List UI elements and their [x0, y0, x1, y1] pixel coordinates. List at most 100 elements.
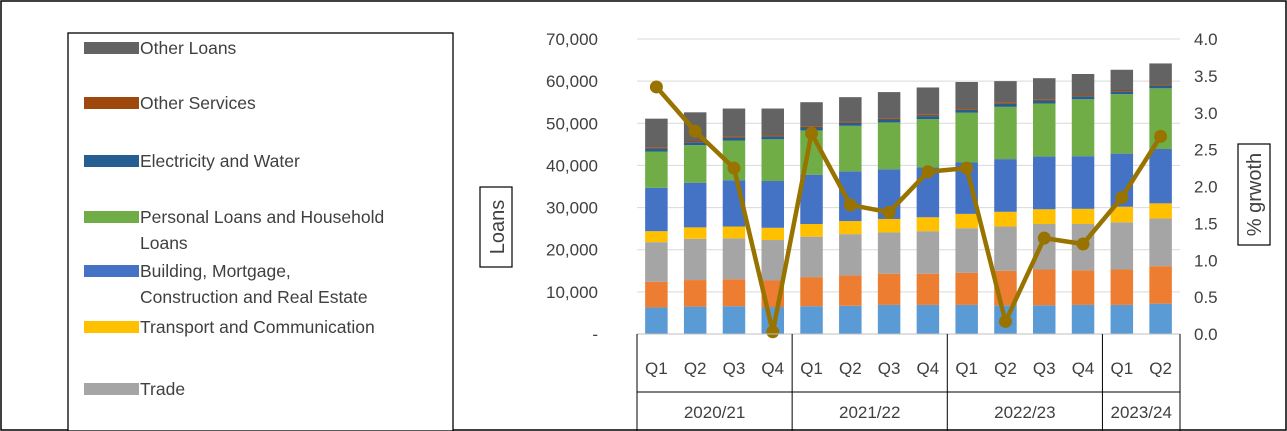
bar-11-series-5 [1071, 99, 1095, 157]
bar-1-series-5 [683, 145, 707, 183]
bar-9-series-8 [994, 81, 1017, 103]
bar-12-series-1 [1110, 269, 1134, 305]
bar-2-series-2 [722, 238, 746, 280]
bar-11-series-3 [1071, 208, 1095, 225]
bar-2-series-8 [722, 108, 746, 137]
bar-2-series-1 [722, 279, 746, 307]
y-axis-label: Loans [487, 200, 509, 255]
y2-axis-label: % grwoth [1244, 153, 1266, 236]
x-group-label-0: 2020/21 [684, 403, 745, 422]
bar-3-series-3 [761, 227, 784, 241]
bar-5-series-7 [839, 121, 862, 123]
growth-line-path [654, 85, 1163, 335]
legend: Other Loans Other Services Electricity and… [84, 38, 384, 399]
bar-1-series-0 [683, 306, 707, 334]
bar-8-series-6 [955, 109, 978, 113]
bar-12-series-8 [1110, 69, 1134, 90]
bar-stacks [645, 63, 1172, 334]
x-tick-label-5: Q2 [839, 359, 862, 378]
y-tick-label-7: 70,000 [546, 30, 598, 49]
growth-point-11 [1076, 237, 1090, 251]
bar-2-series-3 [722, 226, 746, 239]
legend-label-4-line-1: Construction and Real Estate [140, 287, 368, 307]
bar-6-series-5 [877, 122, 901, 170]
legend-label-6: Trade [140, 379, 185, 399]
bar-13-series-7 [1149, 84, 1172, 86]
bar-13-series-2 [1149, 218, 1172, 267]
bar-12-series-0 [1110, 304, 1134, 334]
bar-6-series-7 [877, 118, 901, 120]
bar-12-series-5 [1110, 94, 1134, 154]
x-axis: Q1 Q2 Q3 Q4 Q1 Q2 Q3 Q4 Q1 Q2 Q3 Q4 Q1 Q2 2020/21 2021/… [636, 333, 1181, 431]
y-tick-label-5: 50,000 [546, 114, 598, 133]
bar-7-series-5 [916, 119, 940, 168]
bar-5-series-4 [839, 171, 862, 222]
bar-1-series-2 [683, 238, 707, 281]
bar-11-series-0 [1071, 304, 1095, 334]
legend-label-3-line-0: Personal Loans and Household [140, 207, 384, 227]
legend-label-5: Transport and Communication [140, 317, 375, 337]
bar-0-series-0 [645, 307, 668, 334]
bar-13-series-3 [1149, 203, 1172, 219]
growth-point-1 [688, 124, 702, 138]
bar-8-series-4 [955, 162, 978, 214]
bar-7-series-1 [916, 273, 940, 305]
y2-tick-label-8: 4.0 [1194, 30, 1218, 49]
x-group-label-3: 2023/24 [1110, 403, 1171, 422]
x-tick-label-12: Q1 [1110, 359, 1133, 378]
bar-13-series-6 [1149, 85, 1172, 89]
bar-8-series-2 [955, 228, 978, 273]
bar-3-series-8 [761, 108, 784, 136]
legend-label-4: Building, Mortgage, Construction and Real… [140, 261, 368, 307]
bar-8-series-1 [955, 272, 978, 305]
bar-8-series-8 [955, 81, 978, 109]
bar-11-series-4 [1071, 156, 1095, 209]
y2-tick-label-2: 1.0 [1194, 251, 1218, 270]
bar-11-series-6 [1071, 96, 1095, 100]
bar-2-series-7 [722, 136, 746, 138]
growth-line [649, 80, 1168, 339]
legend-label-2: Electricity and Water [140, 151, 300, 171]
bar-8-series-3 [955, 213, 978, 229]
bar-8-series-7 [955, 108, 978, 110]
growth-point-0 [649, 80, 663, 94]
bar-7-series-3 [916, 217, 940, 232]
legend-swatch-2 [84, 155, 139, 167]
legend-swatch-4 [84, 265, 139, 277]
bar-5-series-5 [839, 125, 862, 172]
bar-1-series-7 [683, 140, 707, 143]
bar-3-series-5 [761, 139, 784, 182]
bar-4-series-7 [800, 126, 823, 128]
legend-swatch-6 [84, 383, 139, 395]
growth-point-2 [727, 161, 741, 175]
bar-4-series-3 [800, 224, 823, 237]
bar-4-series-2 [800, 236, 823, 278]
x-tick-label-1: Q2 [684, 359, 707, 378]
bar-3-series-2 [761, 240, 784, 281]
bar-10-series-6 [1033, 100, 1056, 104]
bar-11-series-1 [1071, 270, 1095, 305]
x-tick-label-9: Q2 [994, 359, 1017, 378]
bar-10-series-8 [1033, 78, 1056, 100]
bar-9-series-3 [994, 211, 1017, 227]
bar-12-series-3 [1110, 206, 1134, 223]
bar-5-series-0 [839, 305, 862, 334]
bar-10-series-3 [1033, 209, 1056, 225]
bar-11-series-7 [1071, 95, 1095, 97]
bar-1-series-6 [683, 142, 707, 146]
y-tick-label-2: 20,000 [546, 241, 598, 260]
legend-swatch-1 [84, 97, 139, 109]
bar-13-series-1 [1149, 266, 1172, 304]
bar-5-series-3 [839, 221, 862, 235]
growth-point-3 [766, 325, 780, 339]
bar-4-series-1 [800, 277, 823, 307]
bar-0-series-6 [645, 148, 668, 152]
bar-7-series-6 [916, 116, 940, 120]
legend-label-3: Personal Loans and Household Loans [140, 207, 384, 253]
growth-point-13 [1154, 129, 1168, 143]
bar-9-series-5 [994, 106, 1017, 160]
bar-1-series-3 [683, 227, 707, 239]
bar-0-series-1 [645, 281, 668, 308]
bar-13-series-0 [1149, 303, 1172, 334]
